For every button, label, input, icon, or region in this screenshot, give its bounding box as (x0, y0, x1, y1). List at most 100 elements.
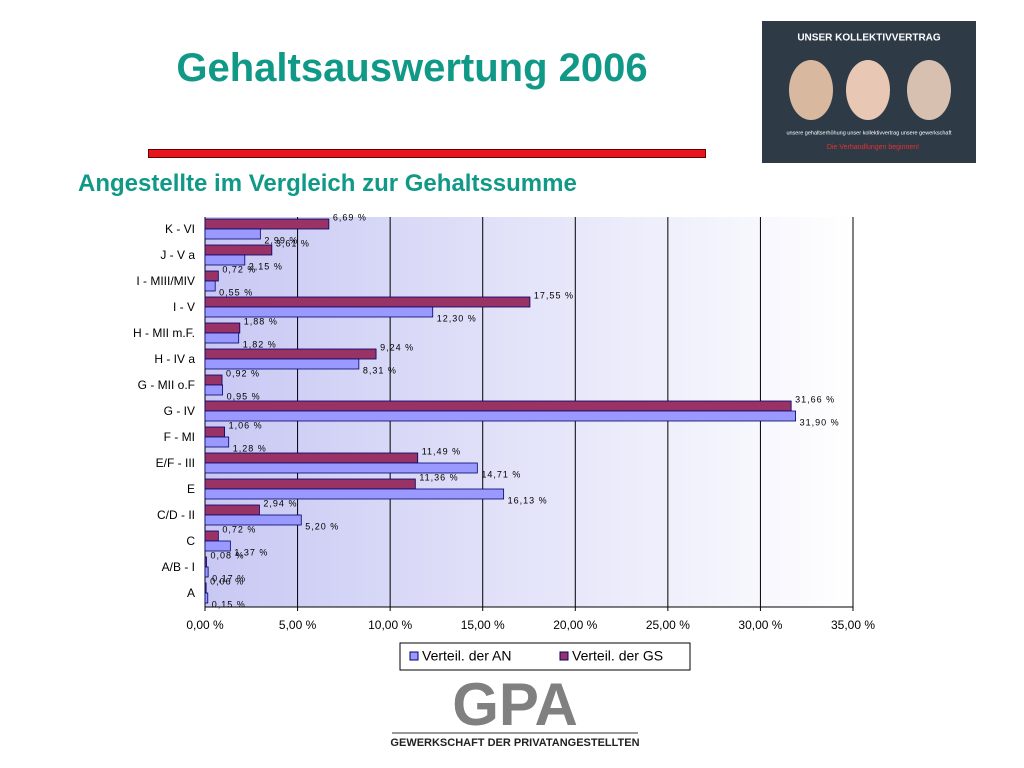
bar (204, 462, 478, 474)
bar (204, 488, 505, 500)
x-tick-label: 0,00 % (186, 618, 224, 632)
value-label: 8,31 % (363, 365, 397, 375)
value-label: 16,13 % (508, 495, 548, 505)
bar (204, 504, 260, 516)
face (907, 60, 951, 120)
x-tick-label: 30,00 % (738, 618, 782, 632)
y-tick-label: K - VI (165, 222, 195, 236)
x-tick-label: 5,00 % (279, 618, 317, 632)
value-label: 1,37 % (234, 547, 268, 557)
legend (399, 642, 691, 671)
bar (204, 426, 226, 438)
value-label: 0,92 % (226, 368, 260, 378)
bar (204, 592, 209, 604)
x-tick-label: 10,00 % (368, 618, 412, 632)
bar (204, 566, 209, 578)
y-tick-label: H - MII m.F. (133, 326, 195, 340)
value-label: 0,95 % (227, 391, 261, 401)
divider (148, 149, 706, 158)
bar (204, 514, 302, 526)
x-tick-label: 15,00 % (461, 618, 505, 632)
bar (204, 348, 377, 360)
face (789, 60, 833, 120)
legend-label: Verteil. der GS (572, 648, 663, 664)
x-tick-label: 20,00 % (553, 618, 597, 632)
bar (204, 530, 219, 542)
y-tick-label: I - MIII/MIV (136, 274, 195, 288)
value-label: 12,30 % (437, 313, 477, 323)
x-tick-label: 35,00 % (831, 618, 875, 632)
y-tick-label: G - IV (164, 404, 195, 418)
bar (204, 556, 207, 568)
value-label: 1,88 % (244, 316, 278, 326)
bar (204, 452, 419, 464)
value-label: 1,28 % (233, 443, 267, 453)
value-label: 2,99 % (264, 235, 298, 245)
value-label: 6,69 % (333, 212, 367, 222)
y-tick-label: F - MI (164, 430, 195, 444)
x-tick-label: 25,00 % (646, 618, 690, 632)
y-tick-label: J - V a (160, 248, 195, 262)
bar (204, 296, 531, 308)
y-tick-label: E (187, 482, 195, 496)
value-label: 17,55 % (534, 290, 574, 300)
bar (204, 244, 273, 256)
bar (204, 306, 434, 318)
legend-swatch (409, 651, 419, 661)
bar (204, 374, 223, 386)
banner-heading: UNSER KOLLEKTIVVERTRAG (797, 33, 941, 44)
bar (204, 540, 231, 552)
legend-label: Verteil. der AN (422, 648, 512, 664)
value-label: 3,61 % (276, 238, 310, 248)
value-label: 9,24 % (380, 342, 414, 352)
value-label: 31,66 % (795, 394, 835, 404)
value-label: 0,08 % (210, 550, 244, 560)
bar (204, 478, 416, 490)
bar (204, 270, 219, 282)
value-label: 31,90 % (800, 417, 840, 427)
value-label: 1,82 % (243, 339, 277, 349)
bar (204, 358, 360, 370)
bar (204, 218, 330, 230)
bar (204, 410, 797, 422)
banner-tagline: unsere gehaltserhöhung unser kollektivve… (786, 130, 952, 136)
value-label: 1,06 % (229, 420, 263, 430)
value-label: 11,36 % (419, 472, 458, 482)
bar (204, 582, 207, 594)
y-tick-label: E/F - III (156, 456, 195, 470)
bar (204, 332, 240, 344)
bar (204, 436, 230, 448)
y-tick-label: A/B - I (162, 560, 195, 574)
bar (204, 322, 241, 334)
footer-name: GEWERKSCHAFT DER PRIVATANGESTELLTEN (390, 737, 639, 749)
y-tick-label: H - IV a (154, 352, 195, 366)
value-label: 2,15 % (249, 261, 283, 271)
face (846, 60, 890, 120)
bar (204, 400, 792, 412)
value-label: 11,49 % (422, 446, 461, 456)
bar (204, 280, 216, 292)
value-label: 2,94 % (263, 498, 297, 508)
legend-swatch (559, 651, 569, 661)
title: Gehaltsauswertung 2006 (176, 46, 648, 90)
bar (204, 228, 261, 240)
bar (204, 384, 223, 396)
y-tick-label: C (186, 534, 195, 548)
y-tick-label: G - MII o.F (138, 378, 195, 392)
y-tick-label: A (187, 586, 195, 600)
value-label: 0,15 % (212, 599, 246, 609)
value-label: 5,20 % (305, 521, 339, 531)
footer-logo: GPA (452, 671, 578, 738)
value-label: 0,06 % (210, 576, 244, 586)
y-tick-label: I - V (173, 300, 195, 314)
bar (204, 254, 246, 266)
value-label: 14,71 % (481, 469, 521, 479)
value-label: 0,72 % (222, 524, 256, 534)
subtitle: Angestellte im Vergleich zur Gehaltssumm… (78, 170, 577, 197)
y-tick-label: C/D - II (157, 508, 195, 522)
value-label: 0,72 % (222, 264, 256, 274)
banner-slogan: Die Verhandlungen beginnen! (827, 144, 919, 151)
value-label: 0,55 % (219, 287, 253, 297)
